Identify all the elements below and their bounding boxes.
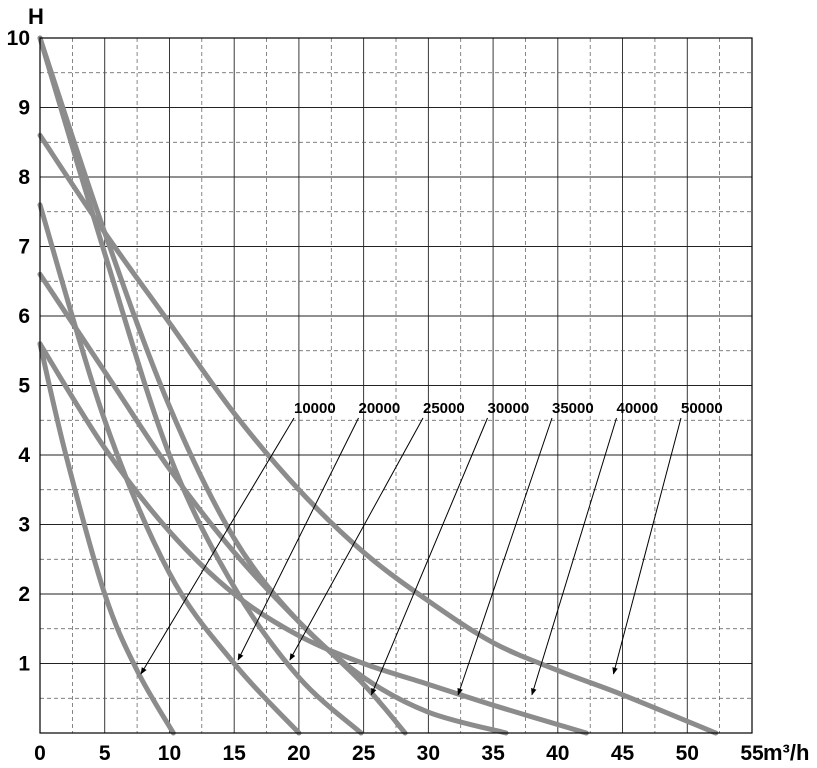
label-arrows (140, 417, 682, 696)
x-tick-label: 15 (223, 742, 247, 765)
y-tick-label: 9 (18, 97, 30, 120)
series-label-10000: 10000 (294, 400, 336, 417)
series-curve-20000 (37, 202, 302, 736)
series-label-20000: 20000 (359, 400, 401, 417)
series-label-35000: 35000 (552, 400, 594, 417)
label-arrow-10000 (140, 417, 295, 675)
series-label-40000: 40000 (617, 400, 659, 417)
x-tick-label: 40 (546, 742, 569, 765)
series-label-50000: 50000 (681, 400, 723, 417)
x-tick-label: 45 (611, 742, 635, 765)
series-labels: 10000 20000 25000 30000 35000 40000 50000 (294, 400, 723, 417)
plot-border (39, 37, 753, 734)
x-tick-label: 20 (287, 742, 310, 765)
series-curves (37, 35, 719, 736)
y-tick-label: 1 (18, 653, 30, 676)
y-tick-label: 7 (18, 236, 30, 259)
grid (40, 38, 752, 733)
series-curve-40000 (37, 341, 589, 736)
series-label-25000: 25000 (423, 400, 465, 417)
y-tick-label: 6 (18, 305, 30, 328)
series-curve-50000 (37, 132, 719, 736)
label-arrow-25000 (289, 417, 424, 661)
y-tick-label: 2 (18, 583, 30, 606)
label-arrow-20000 (237, 417, 359, 661)
x-axis-title: m³/h (763, 740, 809, 765)
label-arrow-40000 (531, 417, 617, 696)
series-curve-30000 (37, 271, 408, 736)
y-axis-title: H (28, 4, 44, 29)
y-tick-label: 3 (18, 514, 30, 537)
y-tick-label: 8 (18, 166, 30, 189)
y-tick-label: 10 (7, 27, 30, 50)
x-tick-label: 10 (158, 742, 181, 765)
y-tick-label: 4 (18, 444, 30, 467)
label-arrow-35000 (457, 417, 553, 696)
x-tick-label: 25 (352, 742, 376, 765)
series-curve-10000 (37, 341, 176, 736)
x-tick-label: 35 (481, 742, 505, 765)
x-tick-label: 30 (417, 742, 440, 765)
x-tick-label: 55 (740, 742, 764, 765)
x-tick-label: 5 (99, 742, 111, 765)
label-arrow-30000 (370, 417, 488, 696)
x-tick-label: 50 (676, 742, 699, 765)
label-arrow-50000 (612, 417, 682, 675)
series-label-30000: 30000 (488, 400, 530, 417)
y-tick-label: 5 (18, 375, 30, 398)
x-tick-label: 0 (34, 742, 46, 765)
